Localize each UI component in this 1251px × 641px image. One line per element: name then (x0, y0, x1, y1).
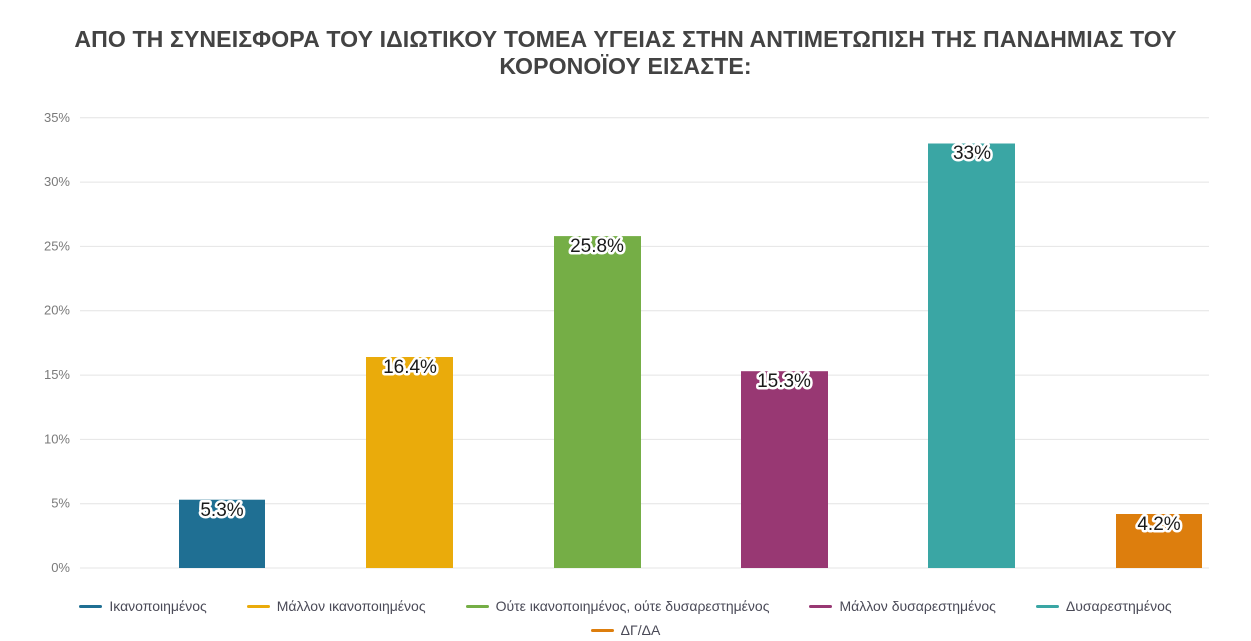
svg-text:25.8%: 25.8% (570, 236, 624, 257)
svg-text:33%: 33% (953, 143, 991, 164)
svg-text:15%: 15% (44, 367, 70, 382)
svg-text:10%: 10% (44, 431, 70, 446)
svg-text:5%: 5% (51, 496, 70, 511)
svg-text:0%: 0% (51, 560, 70, 575)
svg-text:4.2%: 4.2% (1137, 514, 1180, 535)
svg-text:16.4%: 16.4% (383, 357, 437, 378)
svg-text:35%: 35% (44, 110, 70, 125)
svg-text:15.3%: 15.3% (757, 371, 811, 392)
svg-text:5.3%: 5.3% (200, 500, 243, 521)
svg-text:25%: 25% (44, 238, 70, 253)
svg-text:20%: 20% (44, 303, 70, 318)
svg-text:30%: 30% (44, 174, 70, 189)
